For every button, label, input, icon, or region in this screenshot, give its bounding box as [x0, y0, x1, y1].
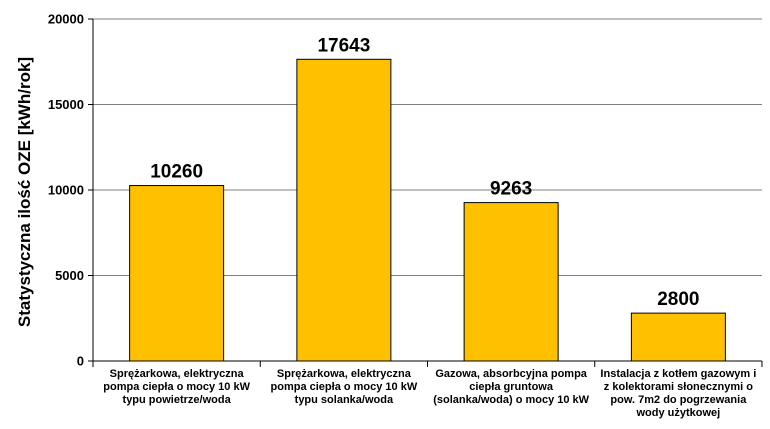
data-label-2: 9263 — [490, 179, 532, 200]
bar-2 — [463, 202, 559, 362]
category-label-line: pompa ciepła o mocy 10 kW — [271, 381, 418, 393]
category-label-0: Sprężarkowa, elektryczna pompa ciepła o m… — [103, 368, 250, 406]
y-axis-title: Statystyczna ilość OZE [kWh/rok] — [15, 57, 34, 327]
data-label-1: 17643 — [317, 35, 370, 56]
data-label-3: 2800 — [657, 289, 699, 310]
y-tick-label-3: 15000 — [48, 97, 84, 112]
y-tick-label-4: 20000 — [48, 12, 84, 27]
y-tick-label-2: 10000 — [48, 183, 84, 198]
data-label-0: 10260 — [150, 162, 203, 183]
category-label-line: typu solanka/woda — [295, 394, 394, 406]
category-label-1: Sprężarkowa, elektryczna pompa ciepła o m… — [271, 368, 418, 406]
data-labels: 10260 17643 9263 2800 — [150, 35, 699, 310]
category-label-line: ciepła gruntowa — [469, 381, 554, 393]
category-label-line: Sprężarkowa, elektryczna — [277, 368, 412, 380]
category-label-line: pow. 7m2 do pogrzewania — [610, 394, 747, 406]
category-label-2: Gazowa, absorbcyjna pompa ciepła gruntowa… — [433, 368, 589, 406]
category-label-line: (solanka/woda) o mocy 10 kW — [433, 394, 589, 406]
bar-3 — [630, 312, 726, 362]
category-label-line: Gazowa, absorbcyjna pompa — [435, 368, 587, 380]
y-axis-ticks: 0 5000 10000 15000 20000 — [48, 12, 84, 369]
bar-0 — [129, 185, 225, 362]
category-label-line: Sprężarkowa, elektryczna — [110, 368, 245, 380]
bar-1 — [296, 58, 392, 362]
category-label-line: z kolektorami słonecznymi o — [604, 381, 753, 393]
y-tick-label-0: 0 — [77, 354, 84, 369]
category-label-line: pompa ciepła o mocy 10 kW — [103, 381, 250, 393]
y-tick-label-1: 5000 — [55, 268, 84, 283]
axes — [88, 18, 763, 367]
category-label-line: wody użytkowej — [636, 407, 721, 419]
category-label-line: Instalacja z kotłem gazowym i — [600, 368, 756, 380]
category-labels: Sprężarkowa, elektryczna pompa ciepła o m… — [103, 368, 756, 419]
category-label-line: typu powietrze/woda — [123, 394, 232, 406]
